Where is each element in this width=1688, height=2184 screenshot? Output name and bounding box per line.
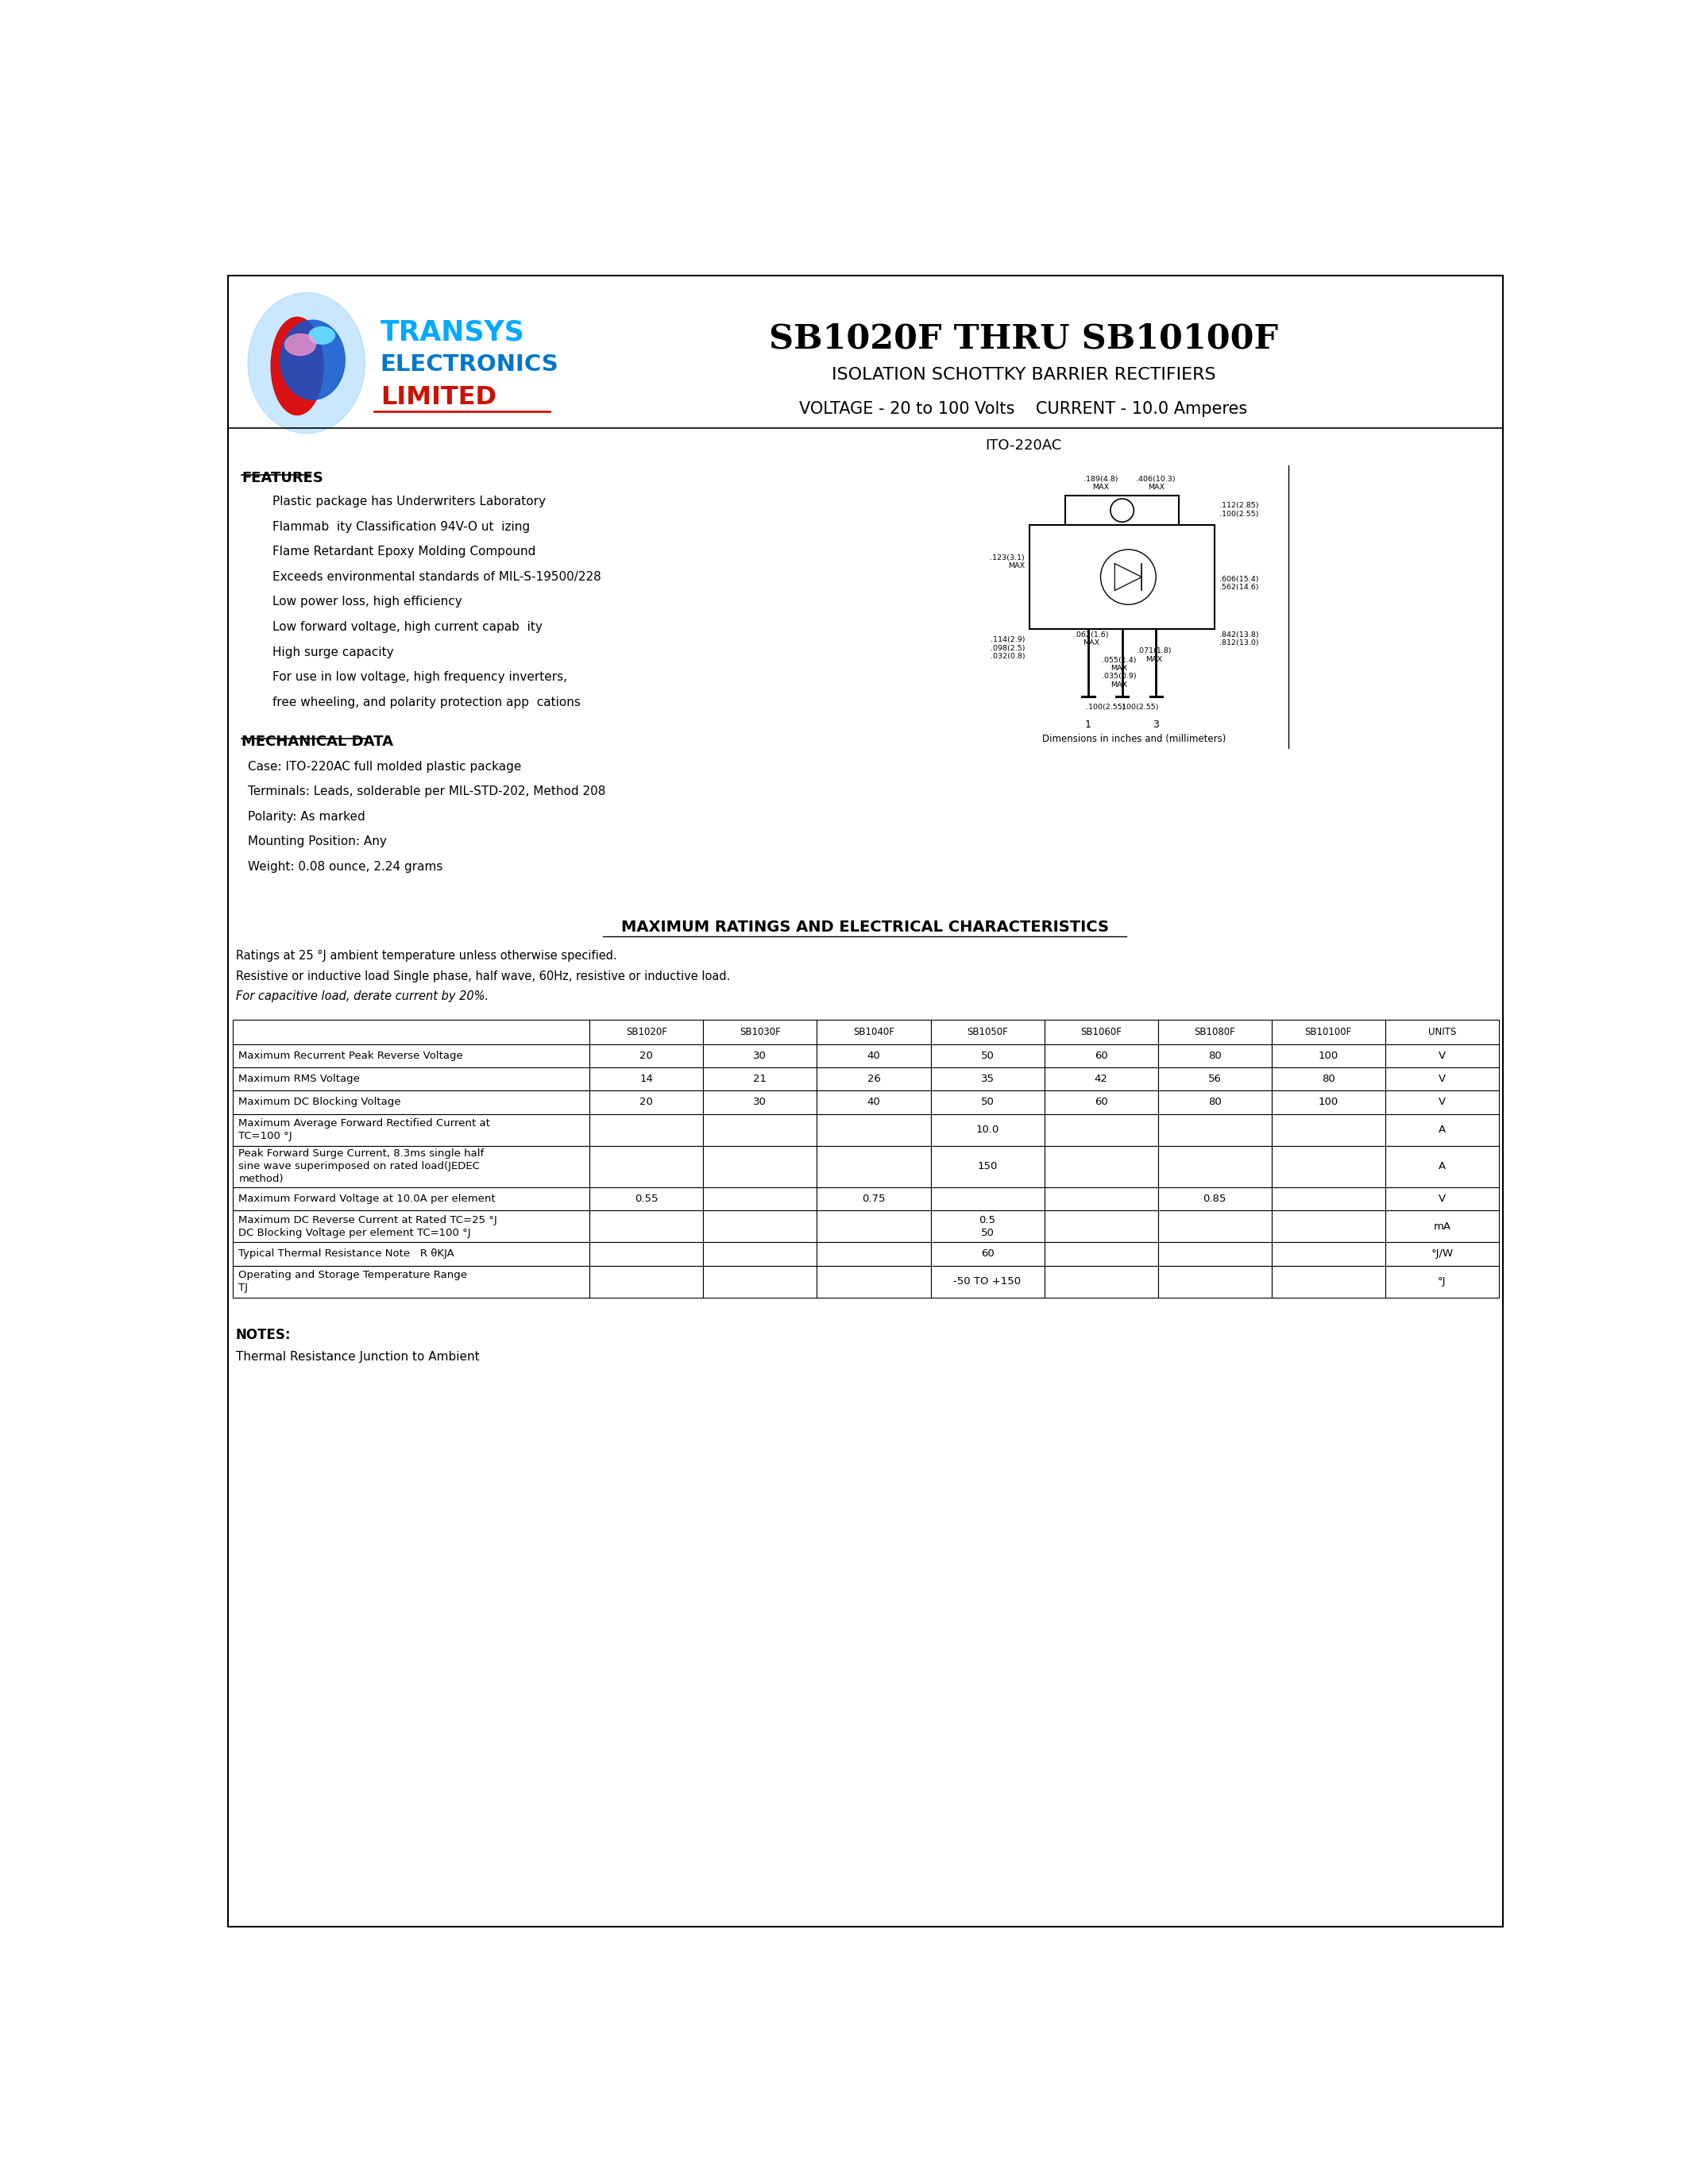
Bar <box>589 1068 704 1090</box>
Circle shape <box>1101 550 1156 605</box>
Bar <box>1045 1265 1158 1297</box>
Text: UNITS: UNITS <box>1428 1026 1457 1037</box>
Bar <box>704 1243 817 1265</box>
Text: 80: 80 <box>1209 1096 1222 1107</box>
Text: 60: 60 <box>981 1249 994 1260</box>
Bar <box>817 1210 930 1243</box>
Bar <box>817 1020 930 1044</box>
Text: .189(4.8)
MAX: .189(4.8) MAX <box>1084 476 1117 491</box>
Text: 21: 21 <box>753 1075 766 1083</box>
Text: .272(6.9)
.248(6.3): .272(6.9) .248(6.3) <box>1040 566 1074 581</box>
Bar <box>1386 1020 1499 1044</box>
Bar <box>930 1114 1045 1147</box>
Text: Maximum Forward Voltage at 10.0A per element: Maximum Forward Voltage at 10.0A per ele… <box>238 1195 496 1203</box>
Text: 42: 42 <box>1094 1075 1107 1083</box>
Text: 26: 26 <box>868 1075 881 1083</box>
Bar <box>704 1090 817 1114</box>
Bar <box>1158 1090 1271 1114</box>
Text: Flammab  ity Classification 94V-O ut  izing: Flammab ity Classification 94V-O ut izin… <box>272 520 530 533</box>
Bar <box>589 1210 704 1243</box>
Bar <box>1158 1243 1271 1265</box>
Text: 0.55: 0.55 <box>635 1195 658 1203</box>
Bar <box>589 1243 704 1265</box>
Text: FEATURES: FEATURES <box>241 472 324 485</box>
Bar <box>1158 1068 1271 1090</box>
Bar <box>1386 1265 1499 1297</box>
Text: 20: 20 <box>640 1051 653 1061</box>
Bar <box>233 1265 589 1297</box>
Bar <box>704 1020 817 1044</box>
Bar <box>1158 1114 1271 1147</box>
Text: mA: mA <box>1433 1221 1450 1232</box>
Bar <box>930 1090 1045 1114</box>
Text: .100(2.55): .100(2.55) <box>1085 703 1124 710</box>
Text: Polarity: As marked: Polarity: As marked <box>248 810 365 823</box>
Bar <box>930 1265 1045 1297</box>
Text: 30: 30 <box>753 1096 766 1107</box>
Text: Resistive or inductive load Single phase, half wave, 60Hz, resistive or inductiv: Resistive or inductive load Single phase… <box>236 970 729 983</box>
Bar <box>589 1265 704 1297</box>
Text: SB1060F: SB1060F <box>1080 1026 1123 1037</box>
Text: 80: 80 <box>1322 1075 1335 1083</box>
Bar <box>817 1265 930 1297</box>
Text: VOLTAGE - 20 to 100 Volts    CURRENT - 10.0 Amperes: VOLTAGE - 20 to 100 Volts CURRENT - 10.0… <box>800 402 1247 417</box>
Ellipse shape <box>280 321 344 400</box>
Text: Peak Forward Surge Current, 8.3ms single half
sine wave superimposed on rated lo: Peak Forward Surge Current, 8.3ms single… <box>238 1149 484 1184</box>
Text: 35: 35 <box>981 1075 994 1083</box>
Ellipse shape <box>248 293 365 432</box>
Bar <box>1386 1068 1499 1090</box>
Bar <box>1271 1188 1386 1210</box>
Text: ITO-220AC: ITO-220AC <box>986 439 1062 452</box>
Bar <box>1045 1188 1158 1210</box>
Text: MECHANICAL DATA: MECHANICAL DATA <box>241 734 393 749</box>
Text: ELECTRONICS: ELECTRONICS <box>380 354 559 376</box>
Bar <box>704 1188 817 1210</box>
Text: .842(13.8)
.812(13.0): .842(13.8) .812(13.0) <box>1219 631 1259 646</box>
Ellipse shape <box>285 334 316 356</box>
Ellipse shape <box>309 328 334 345</box>
Text: .114(2.9)
.098(2.5)
.032(0.8): .114(2.9) .098(2.5) .032(0.8) <box>991 636 1025 660</box>
Text: .055(1.4)
MAX
.035(0.9)
MAX: .055(1.4) MAX .035(0.9) MAX <box>1102 657 1136 688</box>
Bar <box>1386 1188 1499 1210</box>
Text: 40: 40 <box>868 1051 881 1061</box>
Text: Exceeds environmental standards of MIL-S-19500/228: Exceeds environmental standards of MIL-S… <box>272 570 601 583</box>
Bar <box>930 1020 1045 1044</box>
Bar <box>930 1044 1045 1068</box>
Bar <box>1386 1090 1499 1114</box>
Text: 60: 60 <box>1094 1096 1107 1107</box>
Bar <box>1271 1044 1386 1068</box>
Bar <box>1386 1243 1499 1265</box>
Text: V: V <box>1438 1051 1445 1061</box>
Bar <box>233 1020 589 1044</box>
Text: Operating and Storage Temperature Range
TJ: Operating and Storage Temperature Range … <box>238 1269 468 1293</box>
Bar <box>1271 1210 1386 1243</box>
Bar <box>1158 1265 1271 1297</box>
Bar <box>1271 1020 1386 1044</box>
Bar <box>589 1020 704 1044</box>
Text: Typical Thermal Resistance Note   R θKJA: Typical Thermal Resistance Note R θKJA <box>238 1249 454 1260</box>
Bar <box>1045 1020 1158 1044</box>
Text: A: A <box>1438 1162 1445 1171</box>
Bar <box>704 1068 817 1090</box>
Text: SB1050F: SB1050F <box>967 1026 1008 1037</box>
Text: V: V <box>1438 1096 1445 1107</box>
Bar <box>233 1068 589 1090</box>
Bar <box>930 1188 1045 1210</box>
Bar <box>817 1243 930 1265</box>
Text: A: A <box>1438 1125 1445 1136</box>
Bar <box>930 1210 1045 1243</box>
Circle shape <box>1111 498 1134 522</box>
Text: Maximum Average Forward Rectified Current at
TC=100 °J: Maximum Average Forward Rectified Curren… <box>238 1118 491 1142</box>
Text: 150: 150 <box>977 1162 998 1171</box>
Text: 40: 40 <box>868 1096 881 1107</box>
Text: Mounting Position: Any: Mounting Position: Any <box>248 836 387 847</box>
Text: SB1030F: SB1030F <box>739 1026 780 1037</box>
Bar <box>1045 1210 1158 1243</box>
Text: .606(15.4)
.562(14.6): .606(15.4) .562(14.6) <box>1219 574 1259 592</box>
Text: SB1020F THRU SB10100F: SB1020F THRU SB10100F <box>770 321 1278 356</box>
Bar <box>1045 1114 1158 1147</box>
Text: Thermal Resistance Junction to Ambient: Thermal Resistance Junction to Ambient <box>236 1352 479 1363</box>
Text: For capacitive load, derate current by 20%.: For capacitive load, derate current by 2… <box>236 989 488 1002</box>
Text: 80: 80 <box>1209 1051 1222 1061</box>
Text: 10.0: 10.0 <box>976 1125 999 1136</box>
